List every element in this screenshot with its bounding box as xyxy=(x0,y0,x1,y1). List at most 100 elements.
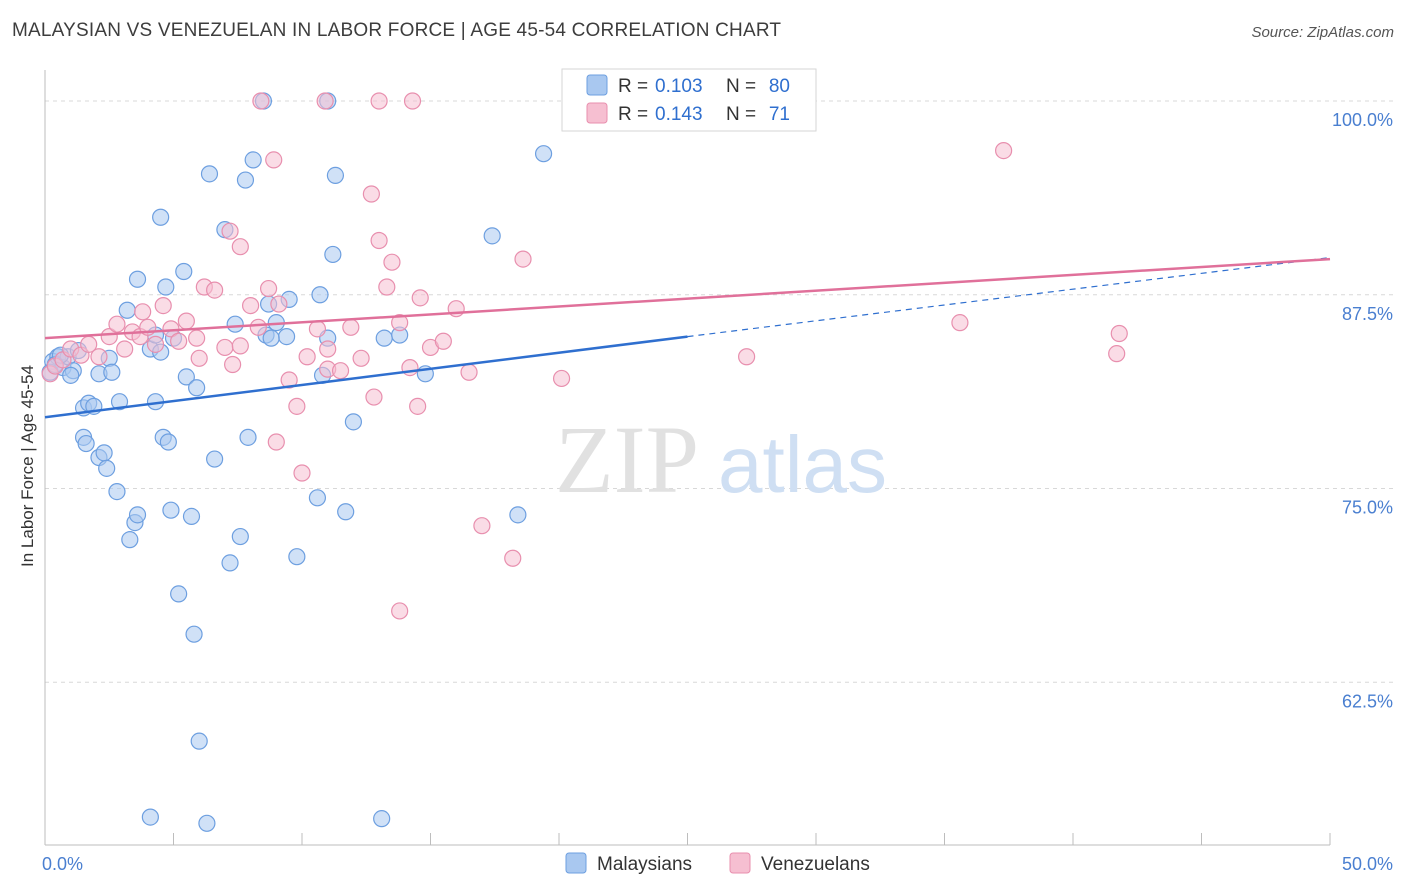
data-point-malaysians xyxy=(128,270,147,288)
data-point-venezuelans xyxy=(308,320,327,338)
data-point-venezuelans xyxy=(100,328,118,346)
tick-labels: 100.0% 87.5% 75.0% 62.5% 0.0% 50.0% xyxy=(42,110,1393,874)
data-point-venezuelans xyxy=(383,253,401,271)
data-point-venezuelans xyxy=(146,335,165,353)
data-point-venezuelans xyxy=(249,318,267,336)
data-point-venezuelans xyxy=(434,332,452,350)
data-point-malaysians xyxy=(141,808,159,826)
data-point-malaysians xyxy=(239,428,257,446)
data-point-malaysians xyxy=(221,554,239,572)
legend-r-value-pink: 0.143 xyxy=(655,104,703,125)
legend-r-label-blue: R = xyxy=(618,76,648,97)
trend-line-venezuelans xyxy=(44,257,1331,340)
data-point-malaysians xyxy=(175,262,193,281)
data-point-malaysians xyxy=(98,459,116,477)
y-tick-label: 100.0% xyxy=(1332,110,1393,130)
series-legend: Malaysians Venezuelans xyxy=(565,852,870,875)
data-point-venezuelans xyxy=(473,517,491,535)
stats-legend: R = 0.103 N = 80 R = 0.143 N = 71 xyxy=(561,68,817,132)
data-point-venezuelans xyxy=(391,602,409,620)
data-point-malaysians xyxy=(288,548,306,566)
data-point-venezuelans xyxy=(252,92,270,110)
data-point-venezuelans xyxy=(190,349,208,367)
data-point-malaysians xyxy=(200,165,219,183)
legend-r-label-pink: R = xyxy=(618,104,648,125)
data-point-malaysians xyxy=(182,507,201,526)
data-point-venezuelans xyxy=(319,340,337,358)
source-credit: Source: ZipAtlas.com xyxy=(1251,24,1394,41)
data-point-malaysians xyxy=(159,433,177,451)
x-tick-label: 0.0% xyxy=(42,854,83,874)
data-point-malaysians xyxy=(344,413,362,431)
data-point-venezuelans xyxy=(331,362,350,380)
data-point-malaysians xyxy=(152,208,170,226)
data-point-malaysians xyxy=(157,278,175,296)
data-point-venezuelans xyxy=(231,337,249,355)
data-point-venezuelans xyxy=(378,278,396,296)
data-point-malaysians xyxy=(95,444,113,462)
y-tick-label: 87.5% xyxy=(1342,304,1393,324)
legend-n-value-blue: 80 xyxy=(769,76,790,97)
data-point-venezuelans xyxy=(170,332,188,350)
watermark-atlas: atlas xyxy=(718,420,887,509)
data-point-venezuelans xyxy=(391,314,409,332)
data-point-malaysians xyxy=(170,585,188,603)
data-point-venezuelans xyxy=(206,281,224,299)
data-point-malaysians xyxy=(277,328,296,346)
data-point-venezuelans xyxy=(514,250,532,268)
data-point-venezuelans xyxy=(370,231,388,250)
data-point-venezuelans xyxy=(188,329,206,347)
legend-r-value-blue: 0.103 xyxy=(655,76,703,97)
data-point-malaysians xyxy=(108,483,126,501)
data-point-malaysians xyxy=(128,506,147,524)
data-point-malaysians xyxy=(483,227,501,245)
data-point-venezuelans xyxy=(259,279,278,298)
legend-n-label-pink: N = xyxy=(726,104,756,125)
series-legend-swatch-malaysians xyxy=(565,852,587,874)
data-point-malaysians xyxy=(198,814,216,832)
data-point-malaysians xyxy=(262,329,280,347)
data-point-venezuelans xyxy=(951,314,969,332)
data-point-venezuelans xyxy=(216,338,234,357)
legend-n-value-pink: 71 xyxy=(769,104,790,125)
data-point-malaysians xyxy=(162,501,180,519)
data-point-malaysians xyxy=(77,434,95,453)
data-point-venezuelans xyxy=(1110,324,1128,343)
data-point-malaysians xyxy=(188,379,206,397)
legend-n-label-blue: N = xyxy=(726,76,756,97)
data-point-malaysians xyxy=(373,810,391,828)
data-point-malaysians xyxy=(375,329,393,347)
data-point-venezuelans xyxy=(108,315,126,333)
data-point-venezuelans xyxy=(316,92,334,110)
data-point-venezuelans xyxy=(370,92,388,110)
data-point-venezuelans xyxy=(552,369,571,388)
data-point-venezuelans xyxy=(116,340,134,358)
data-point-malaysians xyxy=(62,366,80,384)
data-point-venezuelans xyxy=(265,151,283,169)
trend-extension-malaysians xyxy=(687,256,1331,338)
series-legend-swatch-venezuelans xyxy=(729,852,751,874)
data-point-malaysians xyxy=(231,527,249,546)
data-point-venezuelans xyxy=(288,397,306,415)
data-point-venezuelans xyxy=(365,388,383,406)
data-point-venezuelans xyxy=(221,222,239,240)
data-point-malaysians xyxy=(110,393,129,411)
series-venezuelans xyxy=(41,92,1128,620)
data-point-venezuelans xyxy=(154,297,172,315)
trend-line-malaysians xyxy=(44,335,688,419)
data-point-malaysians xyxy=(534,145,553,163)
data-point-venezuelans xyxy=(460,363,478,381)
data-point-venezuelans xyxy=(177,312,195,330)
y-tick-label: 75.0% xyxy=(1342,498,1393,518)
data-point-venezuelans xyxy=(995,142,1013,160)
data-point-venezuelans xyxy=(280,371,298,389)
data-point-malaysians xyxy=(308,489,327,507)
data-point-venezuelans xyxy=(403,92,422,110)
data-point-malaysians xyxy=(226,315,244,333)
data-point-malaysians xyxy=(121,531,139,549)
data-point-malaysians xyxy=(190,732,208,750)
watermark-zip: ZIP xyxy=(555,406,699,513)
data-point-malaysians xyxy=(337,503,355,521)
data-point-venezuelans xyxy=(504,549,522,567)
data-point-malaysians xyxy=(177,368,195,386)
